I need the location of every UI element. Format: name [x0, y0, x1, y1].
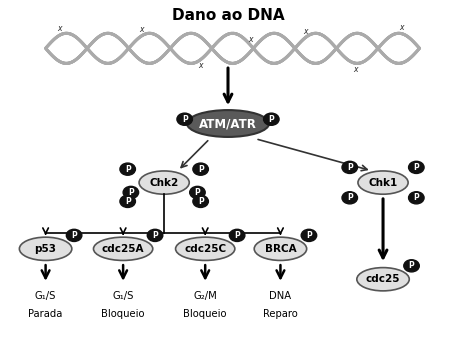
Text: ATM/ATR: ATM/ATR	[199, 117, 256, 130]
Text: P: P	[305, 231, 311, 240]
Ellipse shape	[357, 171, 407, 194]
Circle shape	[123, 186, 138, 198]
Text: P: P	[152, 231, 157, 240]
Text: DNA: DNA	[269, 291, 291, 301]
Text: Dano ao DNA: Dano ao DNA	[172, 8, 283, 23]
Circle shape	[192, 195, 208, 208]
Ellipse shape	[187, 110, 268, 137]
Text: P: P	[346, 163, 352, 172]
Ellipse shape	[356, 267, 409, 291]
Text: x: x	[303, 26, 307, 35]
Text: cdc25C: cdc25C	[184, 244, 226, 254]
Text: Chk1: Chk1	[368, 178, 397, 188]
Text: Parada: Parada	[28, 309, 63, 319]
Ellipse shape	[19, 237, 72, 261]
Text: p53: p53	[35, 244, 56, 254]
Text: P: P	[197, 165, 203, 174]
Ellipse shape	[175, 237, 234, 261]
Text: P: P	[194, 188, 200, 197]
Text: x: x	[248, 34, 253, 44]
Text: Chk2: Chk2	[149, 178, 178, 188]
Text: G₂/M: G₂/M	[193, 291, 217, 301]
Text: cdc25A: cdc25A	[101, 244, 144, 254]
Circle shape	[341, 161, 357, 174]
Text: P: P	[71, 231, 77, 240]
Circle shape	[229, 229, 244, 241]
Text: x: x	[353, 65, 357, 74]
Circle shape	[408, 161, 423, 174]
Circle shape	[66, 229, 82, 241]
Text: P: P	[408, 261, 414, 270]
Text: BRCA: BRCA	[264, 244, 296, 254]
Circle shape	[263, 113, 278, 125]
Circle shape	[147, 229, 162, 241]
Text: P: P	[268, 115, 273, 124]
Circle shape	[192, 163, 208, 175]
Text: P: P	[197, 197, 203, 206]
Text: P: P	[234, 231, 239, 240]
Circle shape	[403, 260, 419, 272]
Ellipse shape	[139, 171, 189, 194]
Text: P: P	[125, 165, 130, 174]
Text: x: x	[398, 23, 403, 32]
Text: P: P	[346, 193, 352, 202]
Circle shape	[341, 192, 357, 204]
Text: P: P	[125, 197, 130, 206]
Text: P: P	[413, 163, 418, 172]
Text: G₁/S: G₁/S	[35, 291, 56, 301]
Text: Reparo: Reparo	[263, 309, 297, 319]
Circle shape	[177, 113, 192, 125]
Circle shape	[189, 186, 205, 198]
Text: x: x	[198, 62, 202, 71]
Text: x: x	[139, 25, 143, 34]
Circle shape	[120, 163, 135, 175]
Circle shape	[300, 229, 316, 241]
Circle shape	[408, 192, 423, 204]
Ellipse shape	[254, 237, 306, 261]
Text: x: x	[57, 24, 61, 33]
Text: Bloqueio: Bloqueio	[183, 309, 227, 319]
Text: P: P	[413, 193, 418, 202]
Ellipse shape	[93, 237, 152, 261]
Text: P: P	[182, 115, 187, 124]
Text: G₁/S: G₁/S	[112, 291, 133, 301]
Circle shape	[120, 195, 135, 208]
Text: P: P	[128, 188, 133, 197]
Text: cdc25: cdc25	[365, 274, 399, 284]
Text: Bloqueio: Bloqueio	[101, 309, 145, 319]
